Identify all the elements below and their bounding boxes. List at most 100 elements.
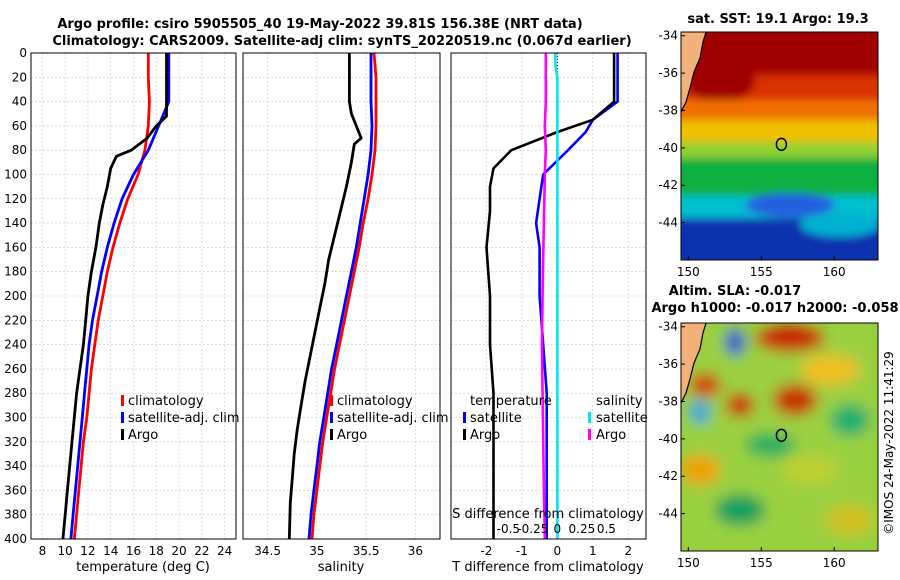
x-tick-label: 18 — [149, 544, 164, 558]
legend-swatch-climatology — [121, 395, 124, 406]
sla-title-line1: Altim. SLA: -0.017 — [669, 284, 801, 299]
depth-tick-label: 80 — [12, 143, 27, 157]
title-line1: Argo profile: csiro 5905505_40 19-May-20… — [57, 17, 582, 32]
x-tick-label: -2 — [480, 544, 492, 558]
legend-label: climatology — [128, 394, 204, 409]
difference-panel: -2 -1 0 1 2 -0.5-0.25 0 0.25 0.5 — [450, 52, 647, 558]
x-tick-label: 0 — [554, 544, 562, 558]
map-x-tick-label: 160 — [823, 265, 846, 279]
legend-swatch-argo — [121, 429, 124, 440]
x-tick-label: 34.5 — [254, 544, 281, 558]
diff-secondary-xlabel: S difference from climatology — [452, 507, 644, 522]
x-tick-label: 2 — [624, 544, 632, 558]
legend-label: satellite-adj. clim — [128, 411, 240, 426]
depth-tick-label: 0 — [19, 46, 27, 60]
depth-tick-label: 140 — [4, 216, 27, 230]
map-y-tick-label: -34 — [658, 29, 678, 43]
salinity-xlabel: salinity — [318, 560, 365, 575]
x-tick-label: 35 — [309, 544, 324, 558]
depth-tick-label: 20 — [12, 70, 27, 84]
salinity-panel: 34.5 35 35.5 36 — [242, 52, 441, 558]
argo-position-marker — [775, 137, 788, 152]
x-tick-label: 35.5 — [353, 544, 380, 558]
legend-heading-temperature: temperature — [470, 394, 552, 409]
legend-swatch-s-argo — [588, 429, 591, 440]
map-y-tick-label: -42 — [658, 469, 678, 483]
legend-swatch-argo — [330, 429, 333, 440]
x-tick-label: 20 — [171, 544, 186, 558]
temperature-legend: climatology satellite-adj. clim Argo — [121, 394, 240, 443]
x-tick-label: 1 — [589, 544, 597, 558]
depth-tick-label: 280 — [4, 386, 27, 400]
legend-label: satellite-adj. clim — [337, 411, 449, 426]
map-x-tick-label: 150 — [677, 556, 700, 570]
sla-title-line2: Argo h1000: -0.017 h2000: -0.058 — [651, 301, 898, 316]
legend-swatch-satellite — [330, 412, 333, 423]
depth-tick-label: 200 — [4, 289, 27, 303]
temperature-panel: 8 10 12 14 16 18 20 22 24 0 20 40 60 80 100 120 140 160 18… — [4, 46, 237, 558]
plot-frame — [450, 52, 647, 540]
map-x-tick-label: 155 — [750, 556, 773, 570]
map-y-tick-label: -36 — [658, 66, 678, 80]
x-tick-label: 10 — [58, 544, 73, 558]
series-line-climatology — [72, 53, 151, 540]
map-x-tick-label: 155 — [750, 265, 773, 279]
series-line-argo — [287, 53, 363, 540]
legend-swatch-satellite — [121, 412, 124, 423]
series-line-argo — [61, 53, 168, 540]
legend-label: climatology — [337, 394, 413, 409]
depth-tick-label: 60 — [12, 119, 27, 133]
argo-position-marker — [775, 428, 788, 443]
depth-tick-label: 180 — [4, 265, 27, 279]
x-tick-label: 16 — [126, 544, 141, 558]
legend-swatch-t-satellite — [463, 412, 466, 423]
depth-tick-label: 120 — [4, 192, 27, 206]
depth-tick-label: 160 — [4, 240, 27, 254]
sla-map — [680, 322, 879, 552]
secondary-x-tick-label: -0.5 — [497, 522, 520, 536]
x-tick-label: 36 — [408, 544, 423, 558]
sst-map — [680, 31, 879, 261]
depth-tick-label: 380 — [4, 508, 27, 522]
legend-label: satellite — [596, 411, 648, 426]
depth-tick-label: 100 — [4, 168, 27, 182]
map-x-tick-label: 160 — [823, 556, 846, 570]
legend-label: satellite — [470, 411, 522, 426]
map-y-tick-label: -38 — [658, 103, 678, 117]
series-line-satellite-adj-clim — [69, 53, 171, 540]
series-line-salinity-satellite — [554, 53, 559, 539]
x-tick-label: 8 — [39, 544, 47, 558]
depth-tick-label: 220 — [4, 313, 27, 327]
map-y-tick-label: -42 — [658, 178, 678, 192]
map-y-tick-label: -38 — [658, 394, 678, 408]
depth-tick-label: 340 — [4, 459, 27, 473]
map-y-tick-label: -40 — [658, 432, 678, 446]
temperature-xlabel: temperature (deg C) — [76, 560, 210, 575]
x-tick-label: -1 — [516, 544, 528, 558]
map-y-tick-label: -44 — [658, 507, 678, 521]
x-tick-label: 22 — [194, 544, 209, 558]
difference-legend: temperature satellite Argo salinity sate… — [463, 394, 648, 443]
depth-tick-label: 260 — [4, 362, 27, 376]
secondary-x-tick-label: 0.25 — [569, 522, 596, 536]
depth-tick-label: 40 — [12, 95, 27, 109]
depth-tick-label: 320 — [4, 435, 27, 449]
legend-swatch-climatology — [330, 395, 333, 406]
legend-label: Argo — [337, 428, 367, 443]
x-tick-label: 12 — [80, 544, 95, 558]
sst-title: sat. SST: 19.1 Argo: 19.3 — [687, 12, 868, 27]
depth-tick-label: 300 — [4, 411, 27, 425]
secondary-x-tick-label: 0.5 — [597, 522, 616, 536]
legend-heading-salinity: salinity — [596, 394, 643, 409]
depth-tick-label: 360 — [4, 483, 27, 497]
legend-label: Argo — [470, 428, 500, 443]
legend-label: Argo — [596, 428, 626, 443]
x-tick-label: 24 — [217, 544, 232, 558]
plot-frame — [30, 52, 237, 540]
imos-stamp: ©IMOS 24-May-2022 11:41:29 — [882, 351, 896, 535]
secondary-x-tick-label: 0 — [554, 522, 562, 536]
x-tick-label: 14 — [103, 544, 118, 558]
legend-label: Argo — [128, 428, 158, 443]
map-y-tick-label: -40 — [658, 141, 678, 155]
